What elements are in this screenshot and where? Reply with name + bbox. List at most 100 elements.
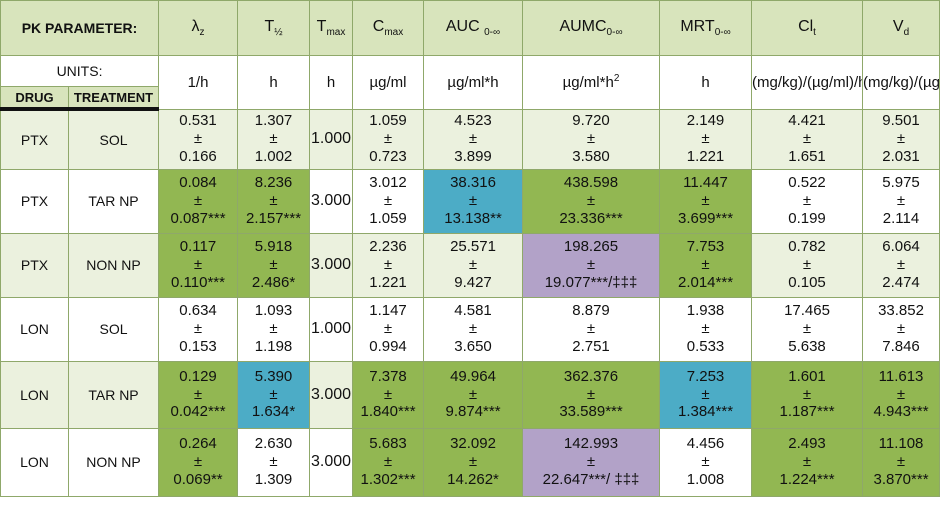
value-cell-lambda-z: 0.531 ±0.166 — [158, 108, 239, 170]
sd-value: 1.002 — [254, 147, 293, 165]
plus-minus-sign: ± — [896, 256, 906, 274]
value-cell-cmax: 7.378 ±1.840*** — [352, 360, 425, 429]
mean-value: 7.378 — [369, 367, 407, 385]
value-cell-mrt: 1.938 ±0.533 — [659, 296, 753, 362]
sd-value: 0.110*** — [171, 273, 225, 291]
plus-minus-sign: ± — [269, 130, 278, 148]
plus-minus-sign: ± — [802, 385, 812, 403]
unit-t-half: h — [237, 55, 311, 110]
plus-minus-sign: ± — [896, 385, 906, 403]
value-cell-mrt: 7.753 ±2.014*** — [659, 232, 753, 298]
mean-value: 8.236 — [254, 174, 293, 192]
plus-minus-sign: ± — [383, 453, 393, 471]
sd-value: 0.994 — [369, 337, 407, 355]
plus-minus-sign: ± — [468, 130, 478, 148]
value-cell-t-half: 8.236 ±2.157*** — [237, 168, 311, 234]
pk-parameter-header: PK PARAMETER: — [0, 0, 160, 56]
sd-value: 3.899 — [454, 147, 492, 165]
table-row: LON NON NP 0.264 ±0.069** 2.630 ±1.309 3.000 5.… — [0, 427, 941, 497]
drug-cell: LON — [0, 360, 69, 429]
value-cell-vd: 6.064 ±2.474 — [862, 232, 941, 298]
mean-value: 0.084 — [179, 174, 217, 192]
mean-value: 2.149 — [686, 112, 725, 130]
mean-value: 7.253 — [686, 367, 725, 385]
sd-value: 1.840*** — [360, 403, 416, 421]
col-vd: Vd — [862, 0, 941, 56]
plus-minus-sign: ± — [586, 320, 596, 338]
value-cell-t-half: 5.390 ±1.634* — [237, 360, 311, 429]
plus-minus-sign: ± — [269, 453, 278, 471]
sd-value: 19.077***/‡‡‡ — [544, 273, 638, 291]
plus-minus-sign: ± — [383, 192, 393, 210]
value-cell-lambda-z: 0.129 ±0.042*** — [158, 360, 239, 429]
value-cell-vd: 11.108 ±3.870*** — [862, 427, 941, 497]
value-cell-vd: 5.975 ±2.114 — [862, 168, 941, 234]
mean-value: 32.092 — [450, 435, 496, 453]
mean-value: 7.753 — [686, 238, 725, 256]
col-cmax: Cmax — [352, 0, 425, 56]
mean-value: 6.064 — [882, 238, 920, 256]
tmax-cell: 3.000 — [309, 168, 354, 234]
treatment-header: TREATMENT — [67, 86, 160, 111]
col-lambda-z: λz — [158, 0, 239, 56]
mean-value: 1.601 — [788, 367, 826, 385]
sd-value: 23.336*** — [559, 209, 623, 227]
plus-minus-sign: ± — [468, 320, 478, 338]
sd-value: 3.650 — [454, 337, 492, 355]
sd-value: 2.031 — [882, 147, 920, 165]
value-cell-mrt: 2.149 ±1.221 — [659, 108, 753, 170]
plus-minus-sign: ± — [193, 256, 203, 274]
value-cell-auc: 49.964 ±9.874*** — [423, 360, 524, 429]
value-cell-clt: 0.522 ±0.199 — [751, 168, 864, 234]
treatment-cell: TAR NP — [67, 360, 160, 429]
sd-value: 3.699*** — [677, 209, 734, 227]
value-cell-mrt: 7.253 ±1.384*** — [659, 360, 753, 429]
mean-value: 3.012 — [369, 174, 407, 192]
value-cell-t-half: 1.307 ±1.002 — [237, 108, 311, 170]
value-cell-t-half: 1.093 ±1.198 — [237, 296, 311, 362]
sd-value: 1.634* — [251, 403, 296, 421]
mean-value: 0.264 — [179, 435, 217, 453]
mean-value: 4.581 — [454, 302, 492, 320]
sd-value: 0.166 — [179, 147, 217, 165]
plus-minus-sign: ± — [896, 192, 906, 210]
sd-value: 7.846 — [882, 337, 920, 355]
mean-value: 2.236 — [369, 238, 407, 256]
sd-value: 2.474 — [882, 273, 920, 291]
plus-minus-sign: ± — [468, 256, 478, 274]
drug-cell: PTX — [0, 232, 69, 298]
sd-value: 3.580 — [572, 147, 610, 165]
plus-minus-sign: ± — [468, 453, 478, 471]
sd-value: 2.157*** — [245, 209, 302, 227]
sd-value: 1.221 — [686, 147, 725, 165]
unit-mrt: h — [659, 55, 753, 110]
table-row: PTX TAR NP 0.084 ±0.087*** 8.236 ±2.157*** 3.0… — [0, 168, 941, 234]
sd-value: 1.651 — [788, 147, 826, 165]
value-cell-vd: 11.613 ±4.943*** — [862, 360, 941, 429]
unit-clt: (mg/kg)/(µg/ml)/h — [751, 55, 864, 110]
sd-value: 2.114 — [882, 209, 920, 227]
tmax-cell: 3.000 — [309, 360, 354, 429]
value-cell-auc: 25.571 ±9.427 — [423, 232, 524, 298]
unit-cmax: µg/ml — [352, 55, 425, 110]
mean-value: 25.571 — [450, 238, 496, 256]
unit-auc: µg/ml*h — [423, 55, 524, 110]
mean-value: 1.938 — [686, 302, 725, 320]
value-cell-t-half: 5.918 ±2.486* — [237, 232, 311, 298]
sd-value: 2.014*** — [677, 273, 734, 291]
value-cell-cmax: 3.012 ±1.059 — [352, 168, 425, 234]
sd-value: 13.138** — [444, 209, 502, 227]
mean-value: 4.421 — [788, 112, 826, 130]
plus-minus-sign: ± — [269, 385, 278, 403]
sd-value: 1.059 — [369, 209, 407, 227]
sd-value: 33.589*** — [559, 403, 623, 421]
value-cell-clt: 4.421 ±1.651 — [751, 108, 864, 170]
sd-value: 1.187*** — [779, 403, 835, 421]
mean-value: 5.683 — [369, 435, 407, 453]
pk-parameter-table: PK PARAMETER: λz T½ Tmax Cmax AUC 0-∞ AU… — [0, 0, 941, 497]
plus-minus-sign: ± — [193, 192, 203, 210]
mean-value: 1.307 — [254, 112, 293, 130]
sd-value: 5.638 — [788, 337, 826, 355]
plus-minus-sign: ± — [701, 385, 710, 403]
treatment-cell: NON NP — [67, 232, 160, 298]
